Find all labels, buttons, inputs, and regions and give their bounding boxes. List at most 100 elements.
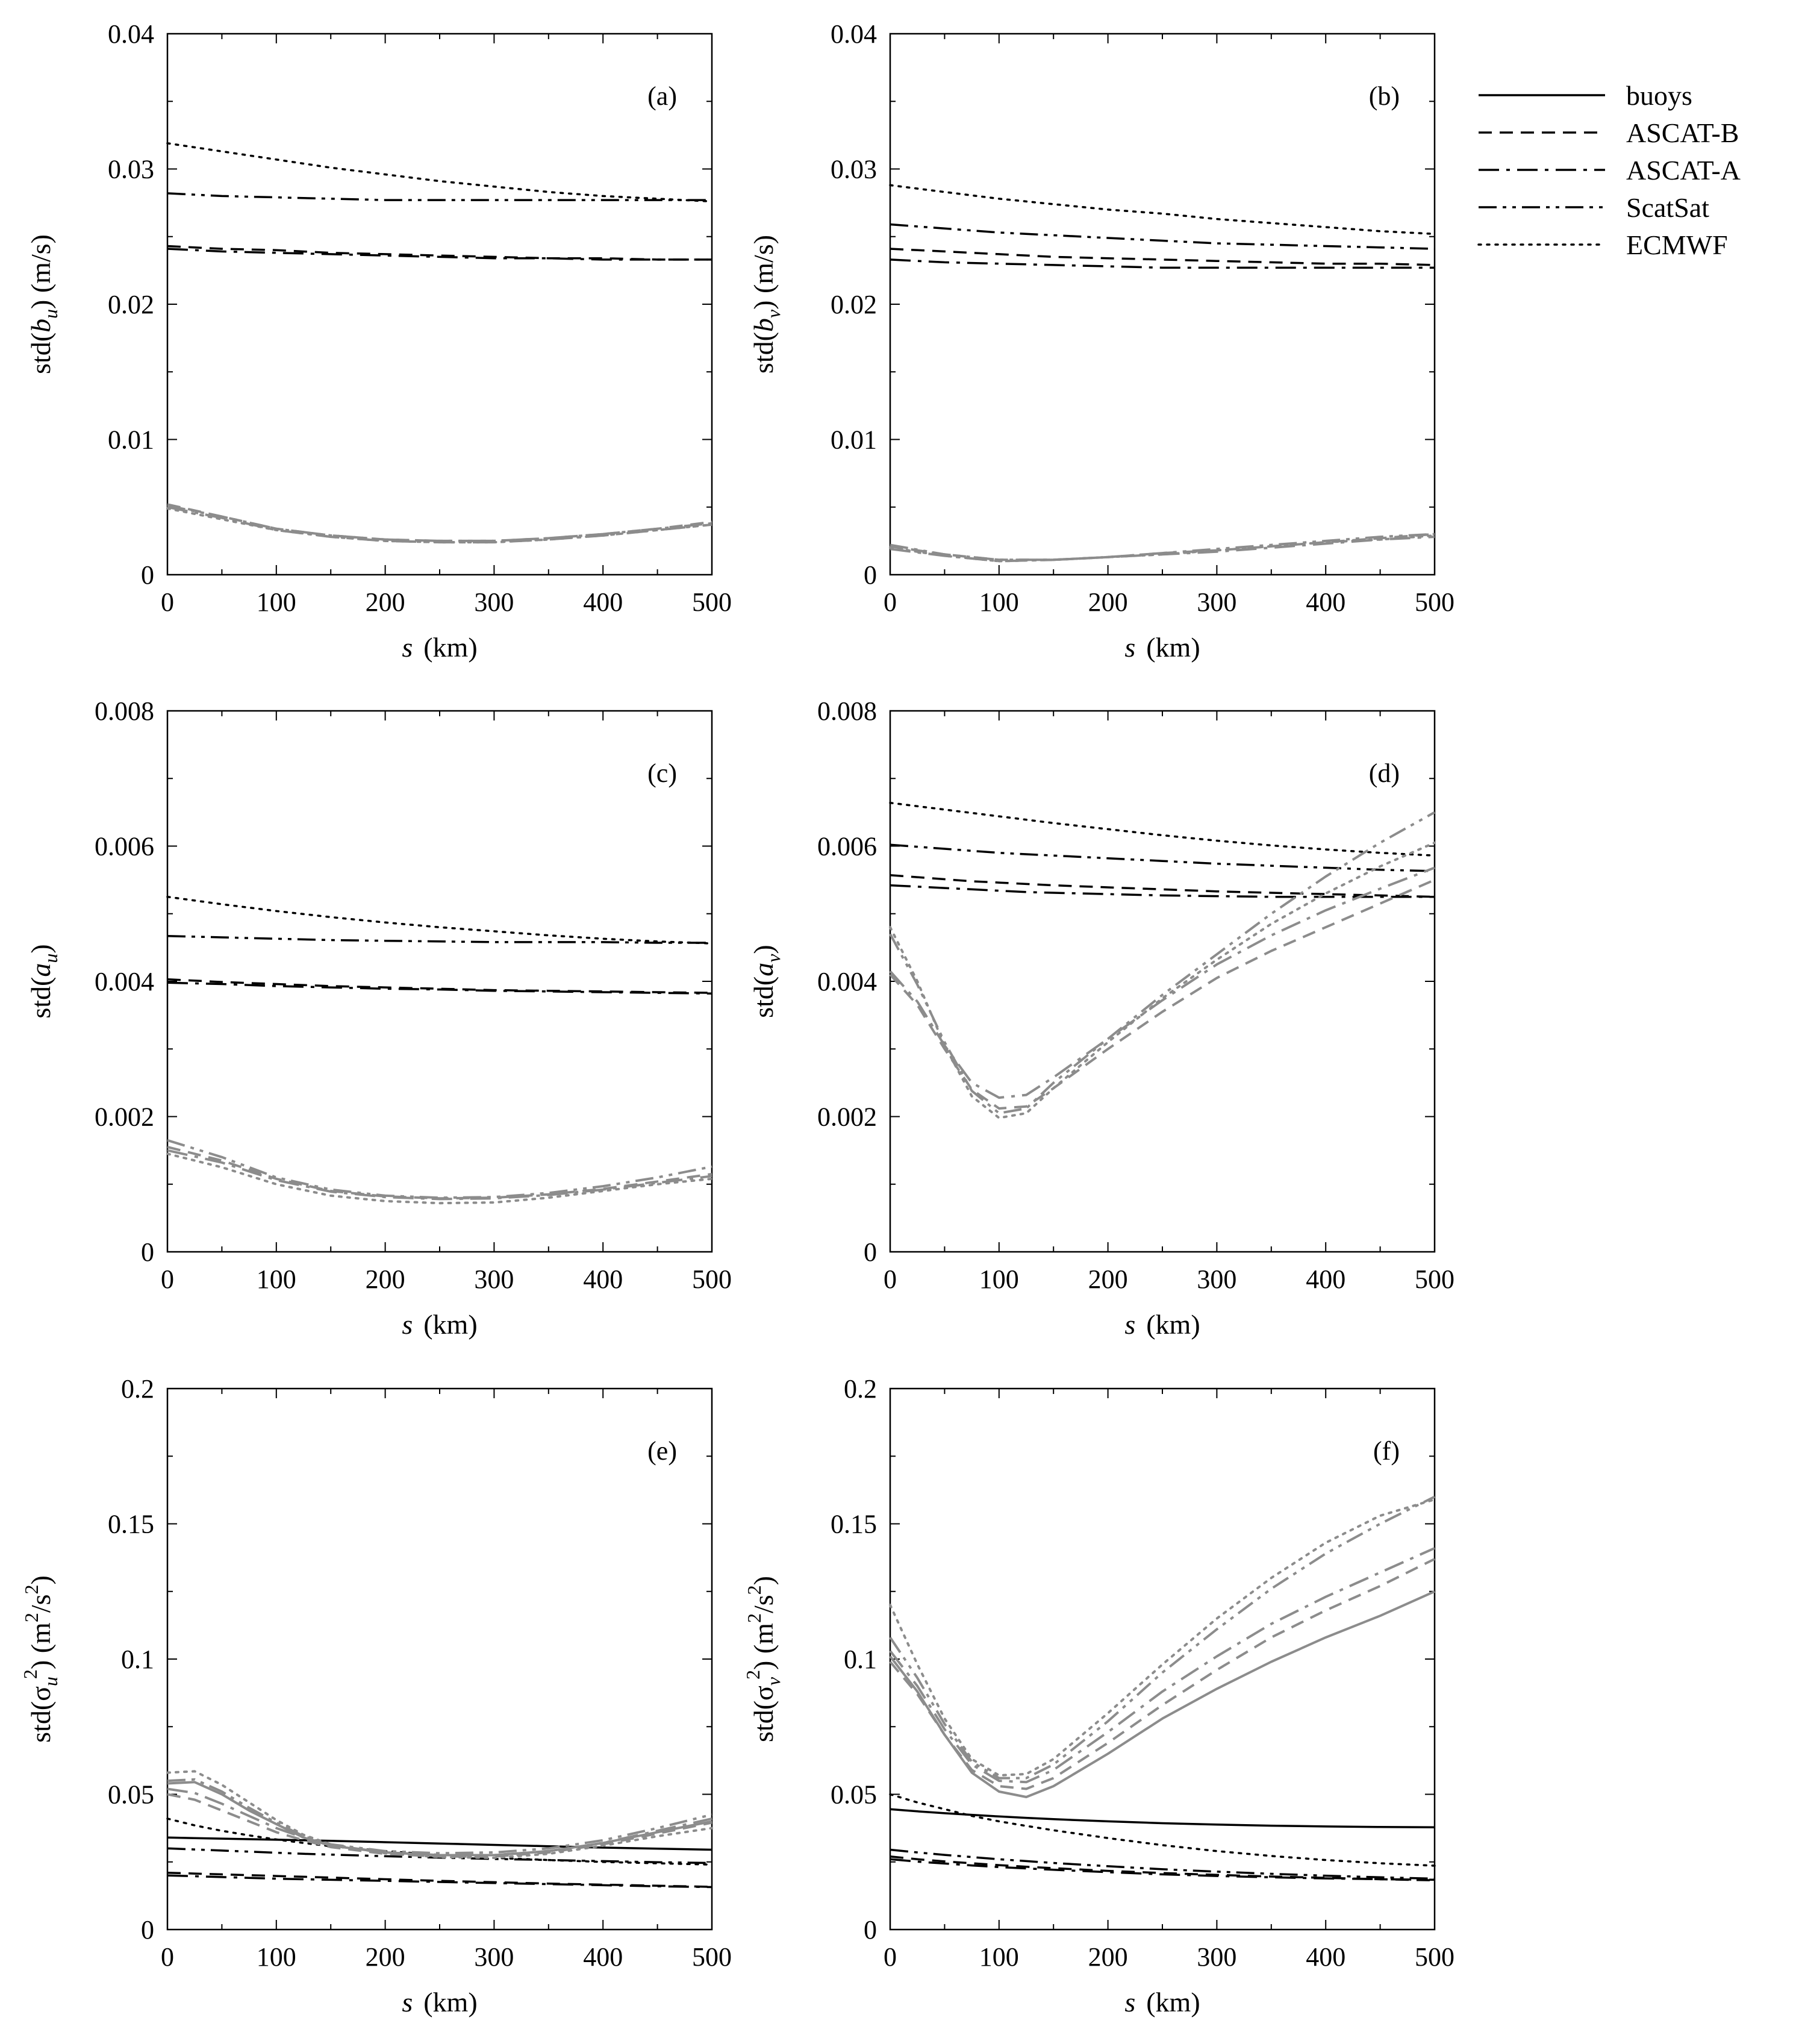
y-tick-label: 0.2 [844, 1374, 877, 1404]
panel-e: 0 100 200 300 400 500 0 0.05 0.1 0.15 0.2 (e) s (km) s… [19, 1374, 732, 2017]
x-tick-label: 0 [884, 1942, 897, 1972]
y-tick-label: 0.006 [817, 832, 877, 861]
series-line-buoys-gray [889, 1590, 1435, 1798]
panel-label: (a) [647, 81, 677, 111]
series-line-scatsat-dark [890, 1848, 1435, 1880]
y-tick-label: 0.05 [831, 1780, 877, 1810]
y-tick-label: 0 [864, 1237, 877, 1267]
x-tick-label: 500 [1415, 587, 1454, 617]
series-line-ascat-a-dark [890, 258, 1435, 269]
y-tick-label: 0.03 [108, 155, 154, 184]
x-tick-label: 300 [474, 587, 514, 617]
y-tick-label: 0.02 [108, 290, 154, 319]
x-tick-label: 100 [979, 1942, 1019, 1972]
x-tick-label: 500 [692, 1264, 732, 1294]
y-tick-label: 0 [864, 1915, 877, 1945]
series-line-ecmwf-gray [166, 1152, 713, 1205]
y-tick-label: 0.05 [108, 1780, 154, 1810]
series-line-ascat-b-dark [890, 248, 1435, 266]
x-tick-label: 200 [366, 1942, 405, 1972]
series-line-ascat-a-gray [167, 1149, 712, 1201]
x-tick-label: 200 [1088, 1264, 1128, 1294]
panel-f: 0 100 200 300 400 500 0 0.05 0.1 0.15 0.2 (f) s (km) s… [742, 1374, 1454, 2017]
panel-label: (b) [1369, 81, 1400, 111]
x-tick-label: 500 [692, 587, 732, 617]
y-tick-label: 0.004 [817, 967, 877, 996]
series-line-ascat-a-dark [167, 1874, 712, 1889]
y-tick-label: 0.2 [121, 1374, 154, 1404]
x-tick-label: 300 [474, 1942, 514, 1972]
legend-label-ascat-a: ASCAT-A [1626, 155, 1741, 186]
x-axis-title: s (km) [1124, 1987, 1200, 2017]
series-line-scatsat-gray [889, 811, 1435, 1114]
y-tick-label: 0.15 [108, 1510, 154, 1539]
y-tick-label: 0 [141, 1915, 154, 1945]
y-tick-label: 0.01 [108, 425, 154, 455]
y-tick-label: 0.002 [95, 1102, 154, 1132]
series-line-ecmwf-dark [166, 142, 713, 203]
x-tick-label: 200 [366, 1264, 405, 1294]
y-tick-label: 0.01 [831, 425, 877, 455]
y-tick-label: 0.15 [831, 1510, 877, 1539]
y-axis-title: std(σv2) (m2/s2) [742, 1576, 784, 1742]
y-tick-label: 0.04 [831, 19, 877, 49]
x-tick-label: 400 [583, 1942, 623, 1972]
x-tick-label: 400 [583, 1264, 623, 1294]
legend-label-buoys: buoys [1626, 80, 1692, 111]
series-line-ecmwf-gray [166, 507, 713, 544]
panel-frame [166, 33, 713, 576]
series-line-scatsat-dark [890, 843, 1435, 872]
panel-label: (e) [647, 1436, 677, 1466]
x-tick-label: 500 [1415, 1264, 1454, 1294]
x-axis-title: s (km) [402, 1987, 477, 2017]
x-tick-label: 500 [1415, 1942, 1454, 1972]
x-tick-label: 0 [884, 1264, 897, 1294]
x-tick-label: 300 [1197, 1264, 1236, 1294]
y-axis-title: std(bu) (m/s) [25, 234, 61, 374]
series-line-ecmwf-dark [889, 801, 1436, 857]
y-tick-label: 0.1 [844, 1645, 877, 1674]
series-line-ecmwf-gray [889, 841, 1436, 1119]
x-axis-title: s (km) [1124, 1309, 1200, 1340]
series-line-ascat-b-gray [167, 503, 712, 542]
series-line-scatsat-dark [167, 935, 712, 944]
x-tick-label: 200 [1088, 1942, 1128, 1972]
panel-frame [889, 710, 1436, 1253]
y-tick-label: 0.002 [817, 1102, 877, 1132]
series-line-ascat-b-gray [890, 533, 1435, 561]
panel-b: 0 100 200 300 400 500 0 0.01 0.02 0.03 0.04 (b) s (km… [748, 19, 1454, 663]
x-axis-title: s (km) [1124, 632, 1200, 663]
y-tick-label: 0.1 [121, 1645, 154, 1674]
x-tick-label: 500 [692, 1942, 732, 1972]
x-tick-label: 100 [257, 1264, 296, 1294]
y-tick-label: 0.004 [95, 967, 154, 996]
x-axis-title: s (km) [402, 1309, 477, 1340]
series-line-scatsat-gray [889, 1495, 1435, 1780]
x-tick-label: 200 [366, 587, 405, 617]
series-line-scatsat-dark [167, 192, 712, 201]
y-axis-title: std(bv) (m/s) [748, 235, 784, 373]
y-tick-label: 0 [141, 560, 154, 590]
series-line-scatsat-gray [167, 1139, 712, 1199]
y-tick-label: 0.04 [108, 19, 154, 49]
series-line-ascat-b-gray [889, 1558, 1435, 1790]
y-tick-label: 0.006 [95, 832, 154, 861]
series-line-ascat-a-dark [167, 248, 712, 261]
x-tick-label: 400 [1306, 1942, 1345, 1972]
series-line-scatsat-gray [167, 504, 712, 542]
x-tick-label: 100 [257, 1942, 296, 1972]
series-line-scatsat-gray [890, 533, 1435, 561]
y-axis-title: std(au) [25, 944, 61, 1018]
x-tick-label: 400 [1306, 1264, 1345, 1294]
x-tick-label: 0 [884, 587, 897, 617]
panel-label: (f) [1373, 1436, 1400, 1466]
y-tick-label: 0.03 [831, 155, 877, 184]
series-line-ecmwf-dark [166, 895, 713, 945]
x-tick-label: 400 [583, 587, 623, 617]
y-tick-label: 0 [141, 1237, 154, 1267]
legend-label-ascat-b: ASCAT-B [1626, 117, 1739, 148]
y-tick-label: 0.008 [95, 696, 154, 726]
series-line-ascat-b-dark [890, 874, 1435, 898]
series-line-ascat-a-dark [167, 981, 712, 995]
